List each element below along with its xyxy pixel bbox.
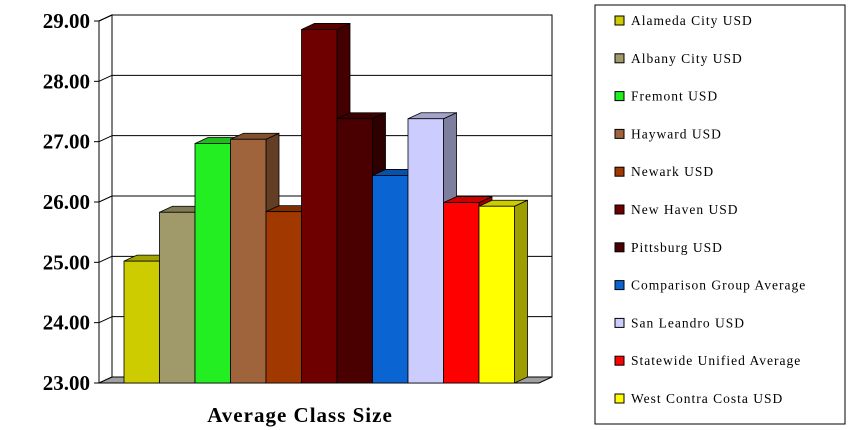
legend-label: Statewide Unified Average xyxy=(631,353,801,368)
legend-swatch xyxy=(614,355,625,366)
gridline-side xyxy=(98,195,113,203)
x-axis-label: Average Class Size xyxy=(207,403,393,427)
bar-front xyxy=(230,138,267,384)
legend-label: Alameda City USD xyxy=(631,13,753,28)
legend-box xyxy=(594,4,846,425)
bar-front xyxy=(301,29,338,384)
legend-label: Fremont USD xyxy=(631,89,718,104)
bar-front xyxy=(265,211,302,384)
legend-swatch xyxy=(614,166,625,177)
legend-swatch xyxy=(614,53,625,64)
y-tick-label: 23.00 xyxy=(43,371,90,395)
legend-swatch xyxy=(614,204,625,215)
legend-swatch xyxy=(614,242,625,253)
legend-label: Hayward USD xyxy=(631,126,722,141)
y-tick-label: 27.00 xyxy=(43,130,90,154)
gridline-side xyxy=(98,255,113,263)
gridline-side xyxy=(98,74,113,82)
gridline-side xyxy=(98,316,113,324)
legend-swatch xyxy=(614,317,625,328)
legend-swatch xyxy=(614,128,625,139)
legend-swatch xyxy=(614,91,625,102)
legend-swatch xyxy=(614,393,625,404)
bar-front xyxy=(123,260,160,384)
bar-front xyxy=(159,211,196,384)
y-tick-label: 24.00 xyxy=(43,311,90,335)
bar-front xyxy=(372,175,409,384)
y-tick-label: 29.00 xyxy=(43,9,90,33)
legend-label: Comparison Group Average xyxy=(631,278,806,293)
y-tick-label: 28.00 xyxy=(43,69,90,93)
legend-label: Albany City USD xyxy=(631,51,743,66)
legend-label: Pittsburg USD xyxy=(631,240,723,255)
bar-front xyxy=(194,143,231,384)
legend-swatch xyxy=(614,15,625,26)
gridline-side xyxy=(98,135,113,143)
bar-front xyxy=(407,118,444,384)
legend: Alameda City USD Albany City USD Fremont U… xyxy=(594,4,846,425)
bar-front xyxy=(478,205,515,384)
legend-label: Newark USD xyxy=(631,164,714,179)
legend-label: New Haven USD xyxy=(631,202,738,217)
legend-swatch xyxy=(614,280,625,291)
y-tick-label: 26.00 xyxy=(43,190,90,214)
bars xyxy=(123,22,528,384)
y-axis-ticks: 23.00 24.00 25.00 26.00 27.00 28.00 29.00 xyxy=(43,9,99,395)
bar-front xyxy=(443,202,480,384)
legend-label: San Leandro USD xyxy=(631,315,745,330)
y-tick-label: 25.00 xyxy=(43,250,90,274)
bar xyxy=(478,199,528,384)
bar-side xyxy=(514,199,528,384)
legend-label: West Contra Costa USD xyxy=(631,391,783,406)
bar-front xyxy=(336,118,373,384)
gridline-side xyxy=(98,14,113,22)
